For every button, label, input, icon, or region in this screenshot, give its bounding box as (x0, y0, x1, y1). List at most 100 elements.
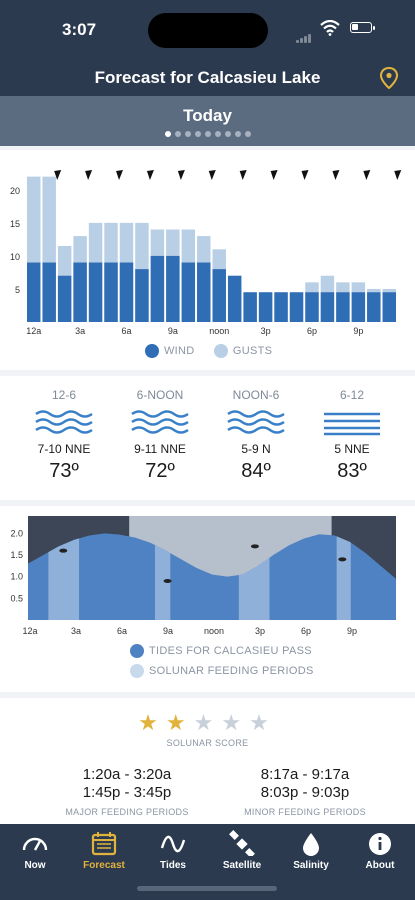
tab-label: About (365, 860, 395, 871)
solunar-legend-swatch (130, 664, 144, 678)
gusts-legend-swatch (213, 344, 228, 358)
wind-bar (305, 292, 319, 322)
page-dot[interactable] (214, 131, 221, 137)
wind-x-tick: 3a (75, 326, 85, 336)
wind-bar (135, 269, 149, 322)
tab-label: Tides (160, 860, 186, 871)
star-empty-icon: ★ (249, 710, 277, 735)
page-dot[interactable] (204, 131, 211, 137)
tab-salinity[interactable]: Salinity (281, 830, 341, 871)
wind-x-tick: 12a (26, 326, 41, 336)
solunar-card: ★★★★★ SOLUNAR SCORE 1:20a - 3:20a 1:45p … (0, 698, 415, 824)
wind-legend: WIND GUSTS (145, 344, 272, 358)
condition-wind: 5 NNE (334, 442, 370, 456)
wind-direction-icon (146, 170, 154, 180)
wind-direction-icon (85, 170, 93, 180)
status-bar: 3:07 (0, 0, 415, 60)
wind-direction-icon (177, 170, 185, 180)
gusts-legend-label: GUSTS (232, 344, 273, 357)
star-empty-icon: ★ (193, 710, 222, 735)
wind-bar (197, 262, 211, 322)
tab-label: Salinity (293, 860, 329, 871)
forecast-content[interactable]: 5 10 15 20 12a 3a 6a 9a noon 3p 6p 9p WIND GUSTS 12… (0, 146, 415, 824)
drop-icon (303, 833, 319, 856)
wifi-icon (320, 20, 340, 36)
minor-periods: 8:17a - 9:17a 8:03p - 9:03p MINOR FEEDIN… (225, 766, 385, 821)
day-selector[interactable]: Today (0, 96, 415, 146)
home-indicator (137, 886, 277, 891)
page-dot[interactable] (224, 131, 231, 137)
tab-forecast[interactable]: Forecast (74, 830, 134, 871)
conditions-card: 12-6 7-10 NNE 73º 6-NOON 9-11 NNE 72º NOON-6 5-… (0, 376, 415, 500)
tab-satellite[interactable]: Satellite (212, 830, 272, 871)
tide-chart: 0.5 1.0 1.5 2.0 12a 3a 6a 9a noon 3p 6p 9p (10, 516, 396, 636)
gauge-icon (22, 837, 48, 851)
solunar-period (154, 533, 171, 620)
wind-direction-icon (208, 170, 216, 180)
solunar-score-label: SOLUNAR SCORE (166, 738, 249, 748)
calendar-icon (91, 832, 117, 856)
tide-y-tick: 0.5 (10, 593, 23, 603)
choppy-waves-icon (227, 410, 285, 434)
page-dot[interactable] (234, 131, 241, 137)
fish-icon (250, 544, 259, 549)
wind-bar (336, 292, 350, 322)
tab-about[interactable]: About (350, 830, 410, 871)
wind-chart: 5 10 15 20 12a 3a 6a 9a noon 3p 6p 9p (10, 170, 402, 336)
wind-bar (27, 262, 41, 322)
location-pin-icon[interactable] (378, 66, 400, 90)
wind-bar (227, 275, 242, 322)
wind-bar (351, 292, 366, 322)
nav-bar: Forecast for Calcasieu Lake (0, 60, 415, 96)
page-dot[interactable] (164, 131, 171, 137)
wind-x-tick: noon (209, 326, 229, 336)
condition-wind: 9-11 NNE (134, 442, 186, 456)
page-dot[interactable] (184, 131, 191, 137)
tide-x-tick: 6a (117, 626, 127, 636)
tide-y-tick: 1.0 (10, 572, 23, 582)
wind-bar (57, 275, 72, 322)
wind-bar (88, 262, 103, 322)
condition-3: 6-12 5 NNE 83º (304, 388, 400, 483)
wind-x-tick: 9a (168, 326, 178, 336)
wind-bar (382, 292, 396, 322)
condition-period: NOON-6 (232, 388, 280, 402)
tide-x-tick: 9a (163, 626, 173, 636)
tab-now[interactable]: Now (5, 830, 65, 871)
wind-direction-icon (270, 170, 278, 180)
page-indicator[interactable] (0, 131, 415, 137)
wave-icon (160, 835, 186, 853)
tide-legend: TIDES FOR CALCASIEU PASS (130, 644, 312, 658)
dynamic-island (148, 13, 268, 48)
major-periods: 1:20a - 3:20a 1:45p - 3:45p MAJOR FEEDIN… (47, 766, 207, 821)
info-icon (369, 833, 391, 855)
wind-y-tick: 10 (10, 252, 20, 262)
page-dot[interactable] (174, 131, 181, 137)
tab-tides[interactable]: Tides (143, 830, 203, 871)
page-dot[interactable] (244, 131, 251, 137)
wind-bar (367, 292, 381, 322)
wind-x-tick: 9p (353, 326, 363, 336)
wind-direction-icon (332, 170, 340, 180)
wind-direction-icon (116, 170, 124, 180)
tide-x-tick: 3a (71, 626, 81, 636)
condition-temp: 83º (337, 460, 367, 482)
wind-direction-icon (301, 170, 309, 180)
wind-bar (212, 269, 226, 322)
day-label: Today (183, 106, 232, 125)
fish-icon (59, 548, 68, 553)
condition-period: 12-6 (51, 388, 77, 402)
wind-direction-icon (239, 170, 247, 180)
tab-label: Forecast (83, 860, 125, 871)
page-dot[interactable] (194, 131, 201, 137)
star-empty-icon: ★ (221, 710, 250, 735)
wind-bar (181, 262, 196, 322)
tide-x-tick: 12a (22, 626, 37, 636)
minor-period-1: 8:17a - 9:17a (260, 766, 350, 783)
star-filled-icon: ★ (165, 710, 194, 735)
wind-bar (119, 262, 134, 322)
wind-legend-label: WIND (164, 344, 195, 357)
status-time: 3:07 (62, 20, 97, 39)
tab-label: Now (24, 860, 46, 871)
wind-direction-icon (394, 170, 402, 180)
